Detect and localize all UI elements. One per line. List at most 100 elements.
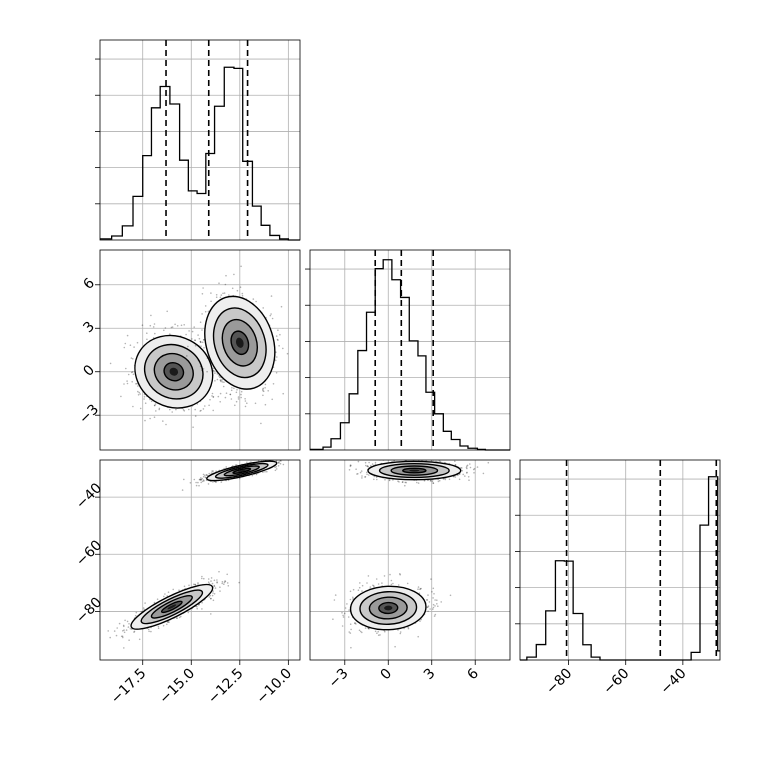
scatter-point xyxy=(167,591,170,593)
scatter-point xyxy=(444,478,447,481)
scatter-point xyxy=(429,608,431,610)
scatter-point xyxy=(277,461,280,464)
scatter-point xyxy=(473,467,476,470)
scatter-point xyxy=(153,601,156,604)
scatter-point xyxy=(381,582,383,584)
scatter-point xyxy=(465,466,468,469)
scatter-point xyxy=(216,579,218,581)
scatter-point xyxy=(374,461,377,464)
scatter-point xyxy=(467,476,470,478)
scatter-point xyxy=(225,274,227,277)
scatter-point xyxy=(349,590,352,593)
scatter-point xyxy=(279,333,281,336)
scatter-point xyxy=(377,634,380,636)
contour-line xyxy=(230,330,250,356)
scatter-point xyxy=(437,480,440,483)
scatter-point xyxy=(417,482,420,484)
scatter-point xyxy=(172,588,174,591)
x-tick-label: −10.0 xyxy=(254,666,296,708)
contour-line xyxy=(206,460,278,482)
scatter-point xyxy=(302,360,304,362)
scatter-point xyxy=(359,582,361,584)
scatter-point xyxy=(361,584,364,587)
scatter-point xyxy=(124,342,127,345)
scatter-point xyxy=(374,463,377,466)
scatter-point xyxy=(271,398,274,401)
scatter-point xyxy=(130,371,133,374)
scatter-point xyxy=(427,610,429,613)
scatter-point xyxy=(201,369,203,372)
pair-panel-0-2 xyxy=(99,457,301,661)
scatter-point xyxy=(466,464,469,467)
scatter-point xyxy=(193,478,196,481)
scatter-point xyxy=(146,338,148,341)
scatter-point xyxy=(352,596,354,599)
scatter-point xyxy=(282,463,285,466)
scatter-point xyxy=(289,457,291,459)
scatter-point xyxy=(361,475,363,477)
scatter-point xyxy=(216,373,219,375)
scatter-point xyxy=(215,294,218,296)
scatter-point xyxy=(384,479,386,481)
scatter-point xyxy=(176,617,178,619)
scatter-point xyxy=(129,628,132,630)
scatter-point xyxy=(364,476,367,478)
contour-line xyxy=(232,467,252,474)
scatter-point xyxy=(246,402,248,405)
scatter-point xyxy=(203,480,205,482)
density-level-4 xyxy=(384,605,393,611)
scatter-point xyxy=(278,462,280,464)
scatter-point xyxy=(131,371,134,373)
scatter-point xyxy=(397,584,400,586)
scatter-point xyxy=(427,605,430,607)
scatter-point xyxy=(216,581,218,583)
scatter-point xyxy=(438,460,441,462)
scatter-point xyxy=(432,597,434,599)
scatter-point xyxy=(141,324,144,327)
scatter-point xyxy=(163,329,165,332)
scatter-point xyxy=(226,573,228,576)
scatter-point xyxy=(348,609,350,611)
panel-frame xyxy=(99,39,301,241)
scatter-point xyxy=(223,583,225,585)
scatter-point xyxy=(418,592,421,594)
scatter-point xyxy=(349,464,352,467)
scatter-point xyxy=(201,293,204,295)
scatter-point xyxy=(399,632,402,635)
scatter-point xyxy=(219,392,222,395)
scatter-point xyxy=(434,605,436,607)
scatter-point xyxy=(277,329,279,332)
scatter-point xyxy=(152,326,155,328)
scatter-point xyxy=(191,338,193,340)
scatter-point xyxy=(473,456,475,458)
scatter-point xyxy=(220,294,223,296)
x-tick-label: −60 xyxy=(600,666,632,698)
scatter-point xyxy=(150,314,152,317)
contour-line xyxy=(359,591,418,625)
scatter-point xyxy=(433,615,436,617)
scatter-point xyxy=(113,630,116,632)
scatter-point xyxy=(224,283,227,286)
scatter-point xyxy=(157,625,160,628)
scatter-point xyxy=(136,382,138,385)
scatter-point xyxy=(371,463,374,465)
scatter-point xyxy=(221,378,223,381)
scatter-point xyxy=(213,579,216,582)
scatter-point xyxy=(199,321,202,324)
contour-line xyxy=(134,334,214,409)
scatter-point xyxy=(472,468,475,471)
panel-frame xyxy=(99,249,301,451)
y-tick-label: −40 xyxy=(73,480,105,512)
scatter-point xyxy=(153,416,156,419)
scatter-point xyxy=(125,629,128,631)
scatter-point xyxy=(123,625,125,628)
scatter-point xyxy=(188,584,190,587)
scatter-point xyxy=(212,599,215,602)
scatter-point xyxy=(402,481,404,483)
scatter-point xyxy=(211,594,214,597)
scatter-point xyxy=(207,356,209,359)
scatter-point xyxy=(128,639,130,641)
scatter-point xyxy=(266,470,268,473)
scatter-point xyxy=(201,608,203,610)
x-tick-label: −80 xyxy=(543,666,575,698)
